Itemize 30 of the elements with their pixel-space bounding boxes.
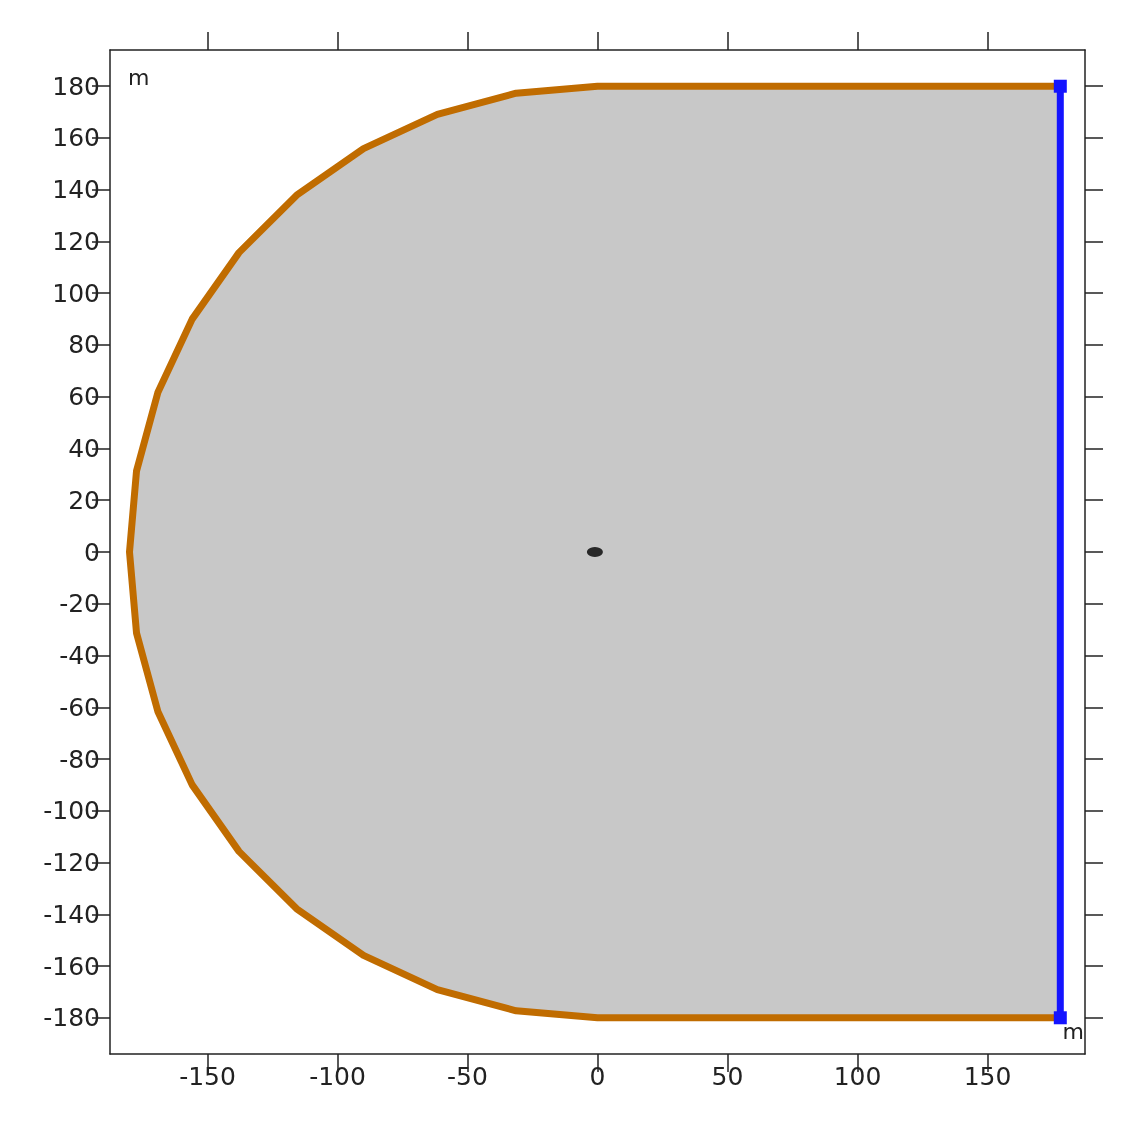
y-tick-label: -180 xyxy=(43,1003,100,1033)
x-axis-title: m xyxy=(1062,1018,1085,1044)
y-tick-label: -140 xyxy=(43,899,100,929)
y-tick-label: -160 xyxy=(43,951,100,981)
x-tick-label: 0 xyxy=(589,1062,606,1091)
y-tick-label: 60 xyxy=(68,382,100,412)
y-tick-label: 100 xyxy=(52,278,100,308)
y-tick-label: -80 xyxy=(59,744,100,774)
y-tick-label: 0 xyxy=(84,537,100,567)
x-tick-label: 50 xyxy=(711,1062,744,1091)
y-tick-label: 180 xyxy=(52,71,100,101)
y-tick-label: -40 xyxy=(59,641,100,671)
y-tick-label: 40 xyxy=(68,433,100,463)
point xyxy=(1053,79,1067,93)
point xyxy=(1053,1011,1067,1025)
x-tick-label: -150 xyxy=(179,1062,236,1091)
x-tick-label: -100 xyxy=(309,1062,366,1091)
y-tick-label: 120 xyxy=(52,226,100,256)
y-tick-label: -20 xyxy=(59,589,100,619)
y-tick-label: 160 xyxy=(52,123,100,153)
y-axis-title: m xyxy=(128,64,150,90)
x-tick-label: 100 xyxy=(833,1062,882,1091)
x-tick-label: -50 xyxy=(447,1062,488,1091)
x-tick-label: 150 xyxy=(963,1062,1012,1091)
y-tick-label: -100 xyxy=(43,796,100,826)
y-tick-label: 140 xyxy=(52,175,100,205)
y-tick-label: 80 xyxy=(68,330,100,360)
y-tick-label: 20 xyxy=(68,485,100,515)
y-tick-label: -120 xyxy=(43,848,100,878)
y-tick-label: -60 xyxy=(59,692,100,722)
